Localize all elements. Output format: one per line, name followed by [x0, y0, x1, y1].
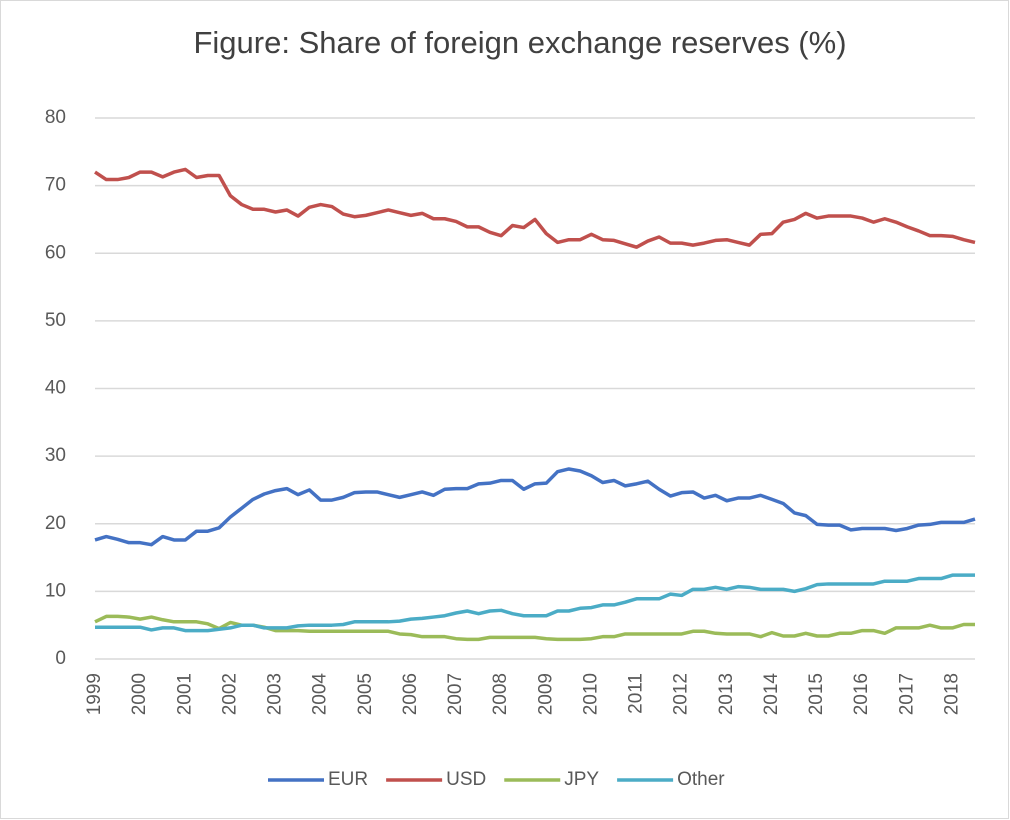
series-line: [94, 467, 976, 547]
x-tick-label: 2001: [174, 673, 195, 715]
x-tick-label: 2016: [851, 673, 872, 715]
x-tick-label: 2017: [896, 673, 917, 715]
series-line: [94, 167, 976, 249]
y-tick-label: 20: [45, 513, 66, 534]
legend-label: JPY: [564, 769, 599, 790]
x-tick-label: 1999: [84, 673, 105, 715]
x-tick-label: 2004: [310, 673, 331, 716]
x-tick-label: 2005: [355, 673, 376, 715]
x-tick-label: 2006: [400, 673, 421, 715]
x-tick-label: 2014: [761, 673, 782, 716]
x-tick-label: 2013: [716, 673, 737, 715]
x-tick-label: 2008: [490, 673, 511, 715]
y-tick-label: 60: [45, 242, 66, 263]
y-tick-label: 50: [45, 310, 66, 331]
y-tick-label: 10: [45, 580, 66, 601]
legend-label: USD: [446, 769, 486, 790]
x-tick-label: 2011: [626, 673, 647, 714]
y-tick-label: 40: [45, 378, 66, 399]
x-tick-label: 2000: [129, 673, 150, 715]
series-line: [95, 573, 975, 633]
x-tick-label: 2002: [219, 673, 240, 715]
x-tick-label: 2009: [535, 673, 556, 715]
y-tick-label: 30: [45, 445, 66, 466]
x-tick-label: 2015: [806, 673, 827, 715]
y-tick-label: 0: [55, 648, 66, 669]
y-tick-label: 70: [45, 175, 66, 196]
x-tick-label: 2007: [445, 673, 466, 715]
x-tick-label: 2018: [941, 673, 962, 715]
x-tick-label: 2012: [671, 673, 692, 715]
chart-title: Figure: Share of foreign exchange reserv…: [193, 25, 846, 60]
y-tick-label: 80: [45, 107, 66, 128]
x-tick-label: 2003: [265, 673, 286, 715]
legend-label: Other: [677, 769, 725, 790]
legend-label: EUR: [328, 769, 368, 790]
x-tick-label: 2010: [580, 673, 601, 715]
